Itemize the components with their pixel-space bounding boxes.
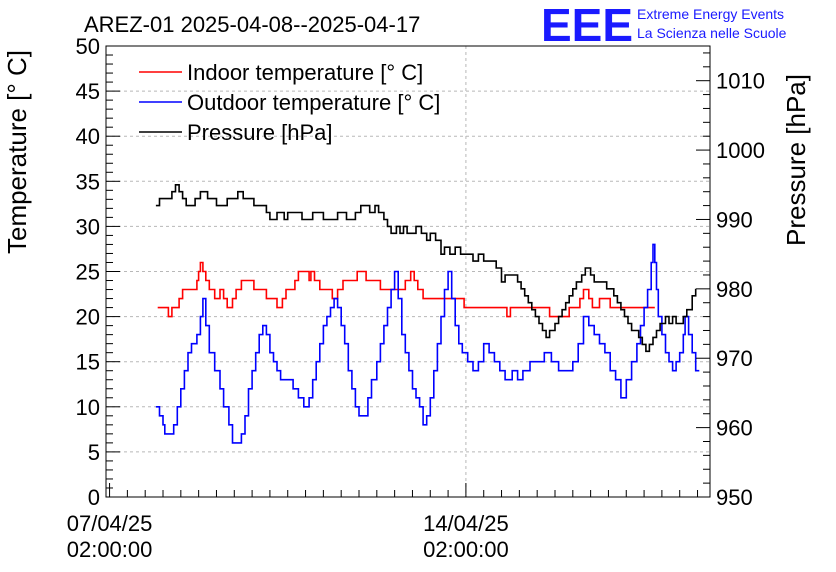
x-tick-label-date: 07/04/25: [67, 511, 153, 536]
series-line-2: [155, 243, 700, 444]
y-right-tick-label: 970: [716, 346, 753, 371]
y-left-tick-label: 20: [76, 305, 100, 330]
y-right-tick-label: 980: [716, 277, 753, 302]
logo-text: EEE: [541, 0, 633, 51]
y-right-tick-label: 960: [716, 416, 753, 441]
legend-label: Pressure [hPa]: [187, 120, 333, 145]
legend-label: Outdoor temperature [° C]: [187, 90, 440, 115]
y-axis-right-label: Pressure [hPa]: [781, 74, 811, 246]
y-left-tick-label: 45: [76, 79, 100, 104]
series-line-3: [155, 184, 697, 353]
chart-title: AREZ-01 2025-04-08--2025-04-17: [84, 12, 420, 37]
legend-label: Indoor temperature [° C]: [187, 60, 423, 85]
y-left-tick-label: 5: [88, 440, 100, 465]
y-axis-left-label: Temperature [° C]: [2, 50, 32, 254]
x-tick-label-time: 02:00:00: [423, 537, 509, 562]
brand-line-1: Extreme Energy Events: [637, 6, 784, 22]
y-left-tick-label: 30: [76, 214, 100, 239]
y-right-tick-label: 990: [716, 207, 753, 232]
chart-series-layer: [155, 184, 700, 444]
y-left-tick-label: 15: [76, 350, 100, 375]
y-left-tick-label: 0: [88, 485, 100, 510]
y-left-tick-label: 25: [76, 260, 100, 285]
chart-axes: 0 5 10 15 20 25 30 35 40 45 50 950 960 970 980 990 1000 1…: [67, 34, 765, 562]
y-right-tick-label: 950: [716, 485, 753, 510]
y-right-tick-label: 1000: [716, 138, 765, 163]
chart-legend: Indoor temperature [° C] Outdoor temperat…: [139, 60, 440, 145]
y-left-tick-label: 40: [76, 124, 100, 149]
brand-line-2: La Scienza nelle Scuole: [637, 25, 787, 41]
y-left-tick-label: 50: [76, 34, 100, 59]
x-tick-label-time: 02:00:00: [67, 537, 153, 562]
series-line-1: [157, 261, 655, 318]
x-tick-label-date: 14/04/25: [423, 511, 509, 536]
y-left-tick-label: 35: [76, 169, 100, 194]
y-left-tick-label: 10: [76, 395, 100, 420]
chart-grid: [106, 46, 710, 497]
y-right-tick-label: 1010: [716, 69, 765, 94]
